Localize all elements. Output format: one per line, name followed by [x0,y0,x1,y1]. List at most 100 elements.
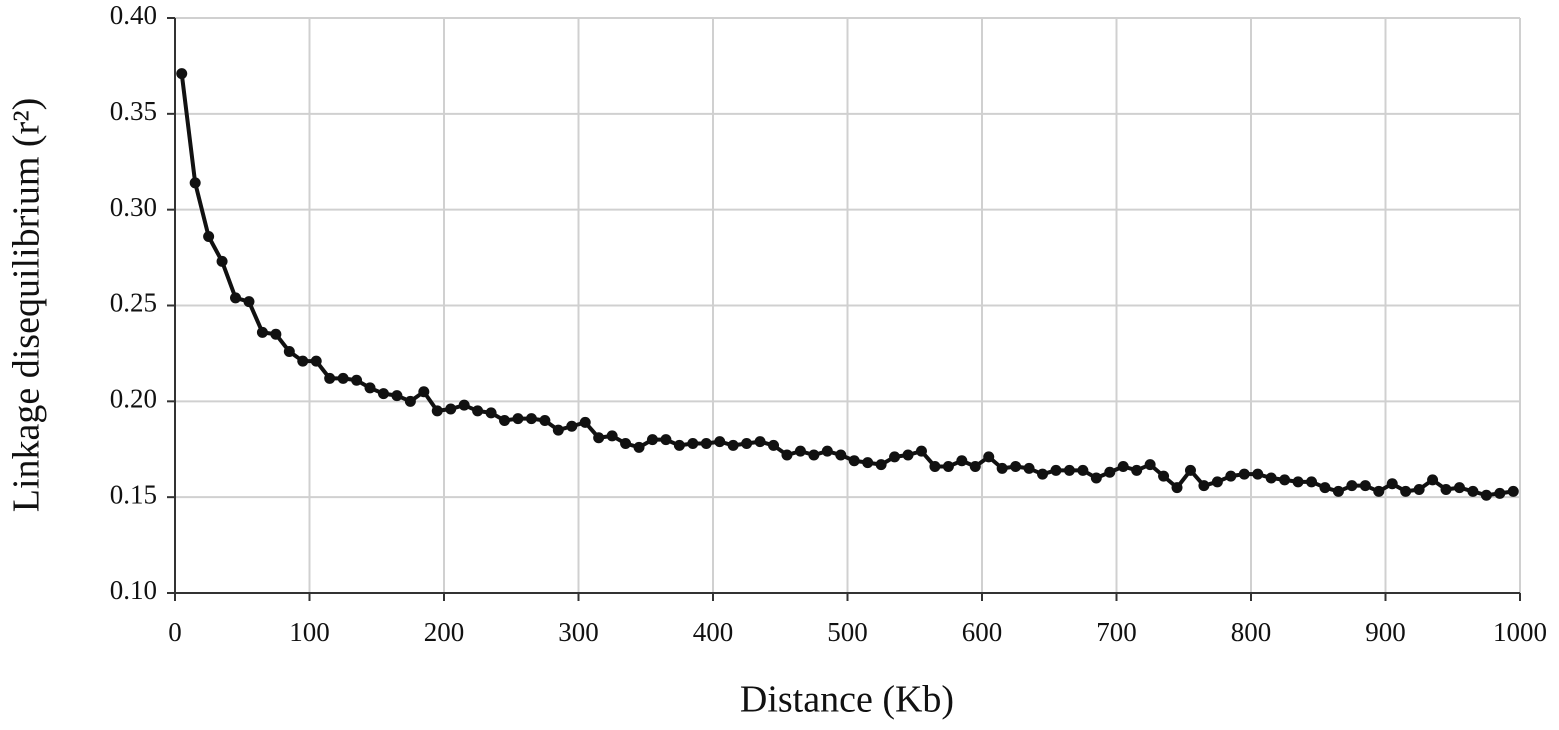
data-point [216,255,228,267]
data-point [351,374,363,386]
data-point [983,451,995,463]
x-tick-label: 100 [289,617,330,647]
data-point [445,403,457,415]
data-point [458,399,470,411]
data-point [996,462,1008,474]
data-point [1265,472,1277,484]
data-point [1023,462,1035,474]
data-point [889,451,901,463]
data-point [230,292,242,304]
x-tick-label: 600 [962,617,1003,647]
data-point [862,457,874,469]
data-point [1507,485,1519,497]
x-tick-label: 300 [558,617,599,647]
data-point [364,382,376,394]
x-tick-label: 200 [424,617,465,647]
data-point [1319,482,1331,494]
data-point [660,434,672,446]
data-point [808,449,820,461]
data-point [1332,485,1344,497]
data-point [646,434,658,446]
data-point [673,439,685,451]
data-point [176,68,188,80]
data-point [1252,468,1264,480]
data-point [1467,485,1479,497]
data-point [391,390,403,402]
data-point [377,388,389,400]
x-tick-label: 700 [1096,617,1137,647]
data-point [929,461,941,472]
data-point [633,441,645,453]
data-line [179,73,1514,498]
data-point [1494,487,1506,499]
y-tick-label: 0.15 [110,479,157,509]
data-point [1292,476,1304,488]
data-point [821,445,833,457]
data-point [875,459,887,471]
data-point [956,455,968,467]
y-tick-label: 0.20 [110,384,157,414]
data-point [620,438,632,449]
data-point [203,231,215,242]
data-point [835,449,847,461]
data-point [768,439,780,451]
data-point [1077,464,1089,476]
data-point [754,436,766,448]
data-point [1386,478,1398,490]
data-point [1400,485,1412,497]
data-point [579,416,591,428]
data-point [781,449,793,461]
data-point [794,445,806,457]
data-point [1413,484,1425,495]
data-point [1104,466,1116,478]
data-point [1238,468,1250,480]
x-tick-label: 900 [1365,617,1406,647]
data-point [297,355,309,367]
data-point [1050,464,1062,476]
data-point [1225,470,1237,482]
data-point [472,405,484,417]
y-tick-label: 0.10 [110,575,157,605]
data-point [283,346,295,357]
data-point [1117,461,1129,472]
x-axis-title: Distance (Kb) [740,679,954,721]
data-point [1037,468,1049,480]
data-point [1158,470,1170,482]
data-point [270,328,282,340]
data-point [431,405,443,417]
data-point [1480,489,1492,501]
data-point [1144,459,1156,471]
data-point [1010,461,1022,472]
data-point [1279,474,1291,486]
y-tick-label: 0.40 [110,0,157,30]
y-tick-label: 0.35 [110,96,157,126]
data-point [310,355,322,367]
data-point [969,461,981,472]
x-tick-label: 800 [1231,617,1272,647]
data-point [902,449,914,461]
y-tick-label: 0.25 [110,288,157,318]
data-point [1063,464,1075,476]
data-point [741,438,753,449]
data-point [539,415,551,426]
data-point [256,326,268,338]
data-point [1453,482,1465,494]
data-point [700,438,712,449]
data-point [714,436,726,448]
data-point [1427,474,1439,486]
data-point [606,430,618,442]
y-axis-title: Linkage disequilibrium (r²) [6,98,48,513]
data-point [1373,485,1385,497]
data-point [1090,472,1102,484]
data-point [1131,464,1143,476]
data-point [1211,476,1223,488]
data-point [512,413,524,425]
data-point [1359,480,1371,492]
data-point [1346,480,1358,492]
data-point [848,455,860,467]
data-point [324,372,336,384]
data-point [404,395,416,407]
data-point [1198,480,1210,492]
